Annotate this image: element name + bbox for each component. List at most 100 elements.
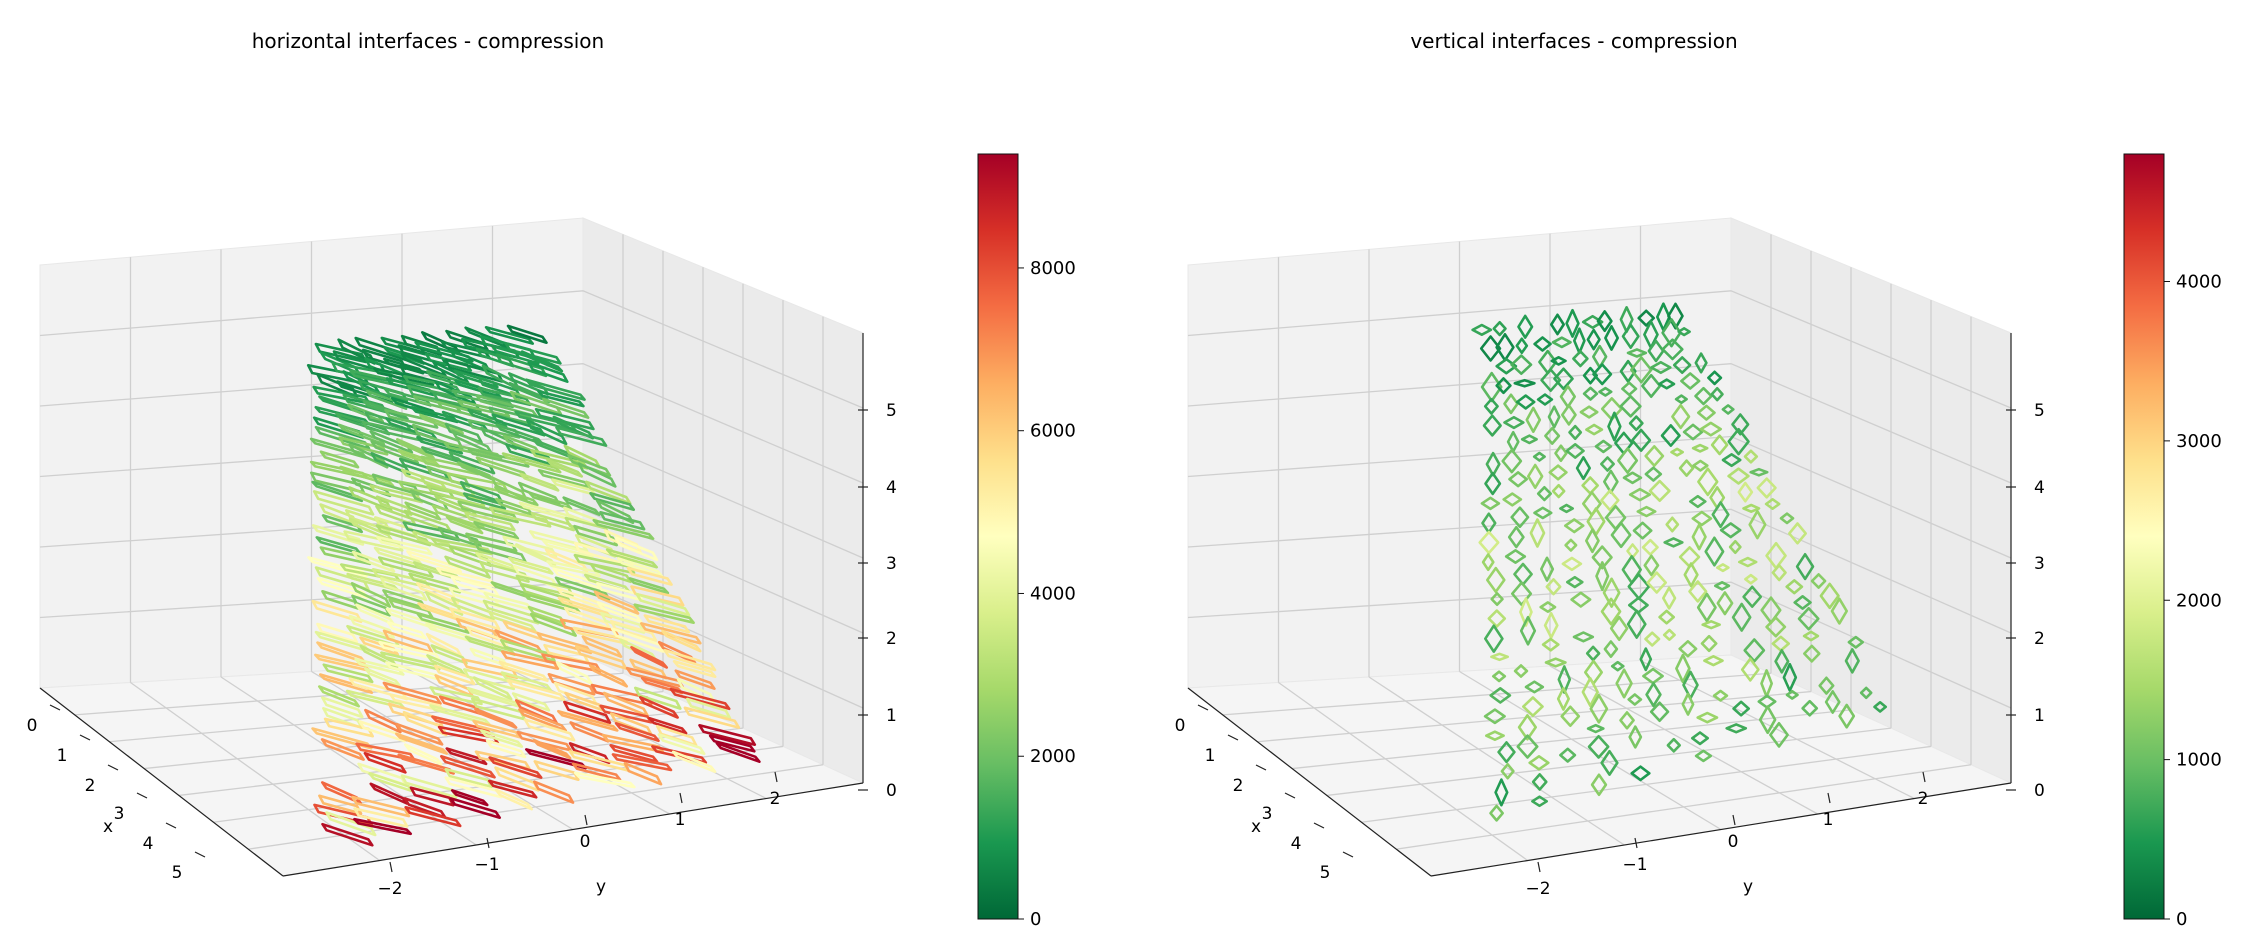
interface-patch (1716, 563, 1730, 573)
interface-patch (485, 739, 527, 759)
interface-patch (1615, 668, 1633, 699)
interface-patch (1742, 585, 1763, 609)
panel-title: horizontal interfaces - compression (252, 29, 604, 53)
interface-patch (1699, 421, 1722, 437)
interface-patch (1610, 521, 1632, 549)
gridline (1292, 709, 1852, 770)
interface-patch (384, 408, 439, 429)
interface-patch (337, 423, 386, 446)
interface-patch (525, 378, 586, 401)
y-tick-label: 2 (1918, 789, 1929, 809)
interface-patch (1824, 690, 1841, 714)
interface-patch (1678, 546, 1701, 568)
interface-patch (1771, 635, 1790, 652)
interface-patch (382, 681, 442, 705)
interface-patch (369, 430, 414, 454)
interface-patch (1533, 506, 1553, 520)
interface-patch (1484, 624, 1504, 653)
interface-patch (1678, 639, 1698, 658)
interface-patch (1582, 386, 1599, 401)
interface-patch (532, 738, 572, 760)
y-tick-mark (774, 771, 778, 783)
interface-patch (365, 389, 408, 411)
interface-patch (1531, 795, 1548, 808)
interface-patch (1492, 670, 1507, 683)
panel-horizontal-interfaces: horizontal interfaces - compression 0123… (27, 29, 1076, 930)
interface-patch (1528, 754, 1550, 771)
gridline (1278, 681, 1529, 862)
interface-patch (1513, 562, 1533, 586)
interface-patch (1670, 447, 1684, 457)
interface-patch (515, 574, 574, 597)
z-tick-label: 3 (886, 554, 897, 574)
interface-patch (385, 607, 437, 630)
interface-patch (1644, 445, 1665, 468)
interface-patch (1691, 443, 1709, 453)
x-tick-label: 1 (57, 746, 68, 766)
interface-patch (1709, 486, 1726, 510)
interface-patch (1527, 463, 1544, 490)
interface-patch (1564, 518, 1585, 534)
interface-patch (1662, 628, 1676, 642)
interface-patch (459, 480, 504, 504)
interface-patch (500, 671, 553, 692)
interface-patch (1604, 504, 1627, 531)
interface-patch (1596, 310, 1613, 333)
y-tick-label: −2 (1525, 879, 1550, 899)
interface-patch (1559, 384, 1576, 409)
z-tick-label: 4 (886, 478, 897, 498)
interface-patch (1489, 686, 1512, 704)
gridline (39, 290, 864, 409)
interface-patch (353, 807, 409, 828)
interface-patch (1559, 503, 1574, 514)
interface-patch (573, 553, 636, 575)
interface-patch (1480, 371, 1503, 403)
interface-patch (1743, 638, 1766, 663)
interface-patch (1697, 404, 1716, 421)
interface-patch (1516, 734, 1539, 759)
colorbar-tick-label: 2000 (2176, 590, 2222, 611)
interface-patch (592, 518, 655, 541)
interface-patch (1711, 501, 1730, 529)
interface-patch (1696, 592, 1717, 623)
interface-patch (501, 452, 562, 474)
gridline (1222, 672, 1772, 716)
interface-patch (672, 659, 717, 679)
interface-patch (1517, 314, 1534, 339)
interface-patch (1522, 696, 1544, 718)
interface-patch (1628, 415, 1644, 432)
interface-patch (1554, 444, 1568, 463)
interface-patch (1646, 571, 1667, 594)
interface-patch (1818, 676, 1835, 695)
interface-patch (482, 599, 540, 625)
z-tick-label: 0 (886, 781, 897, 801)
interface-patch (1553, 367, 1574, 391)
interface-patch (1614, 431, 1634, 455)
interface-patch (527, 361, 569, 384)
interface-patch (1621, 381, 1638, 397)
interface-patch (1585, 645, 1601, 662)
interface-patch (635, 592, 691, 617)
interface-patch (573, 524, 619, 547)
interface-patch (1585, 528, 1600, 554)
interface-patch (321, 822, 374, 847)
interface-patch (1503, 415, 1525, 430)
interface-patch (1658, 609, 1675, 625)
x-tick-label: 5 (172, 863, 183, 883)
interface-patch (577, 462, 617, 488)
z-tick-label: 4 (2034, 478, 2045, 498)
interface-patch (1727, 427, 1750, 456)
interface-patch (1510, 506, 1530, 529)
x-tick-label: 4 (143, 834, 154, 854)
interface-patch (1643, 554, 1660, 577)
interface-patch (1636, 505, 1657, 518)
interface-patch (504, 342, 562, 365)
interface-patch (568, 742, 611, 765)
interface-patch (669, 687, 731, 711)
interface-patch (1544, 657, 1567, 668)
interface-patch (1630, 765, 1651, 782)
gridline (39, 363, 864, 484)
colorbar-tick-label: 1000 (2176, 750, 2222, 771)
interface-patch (1675, 653, 1691, 684)
interface-patch (457, 500, 519, 524)
